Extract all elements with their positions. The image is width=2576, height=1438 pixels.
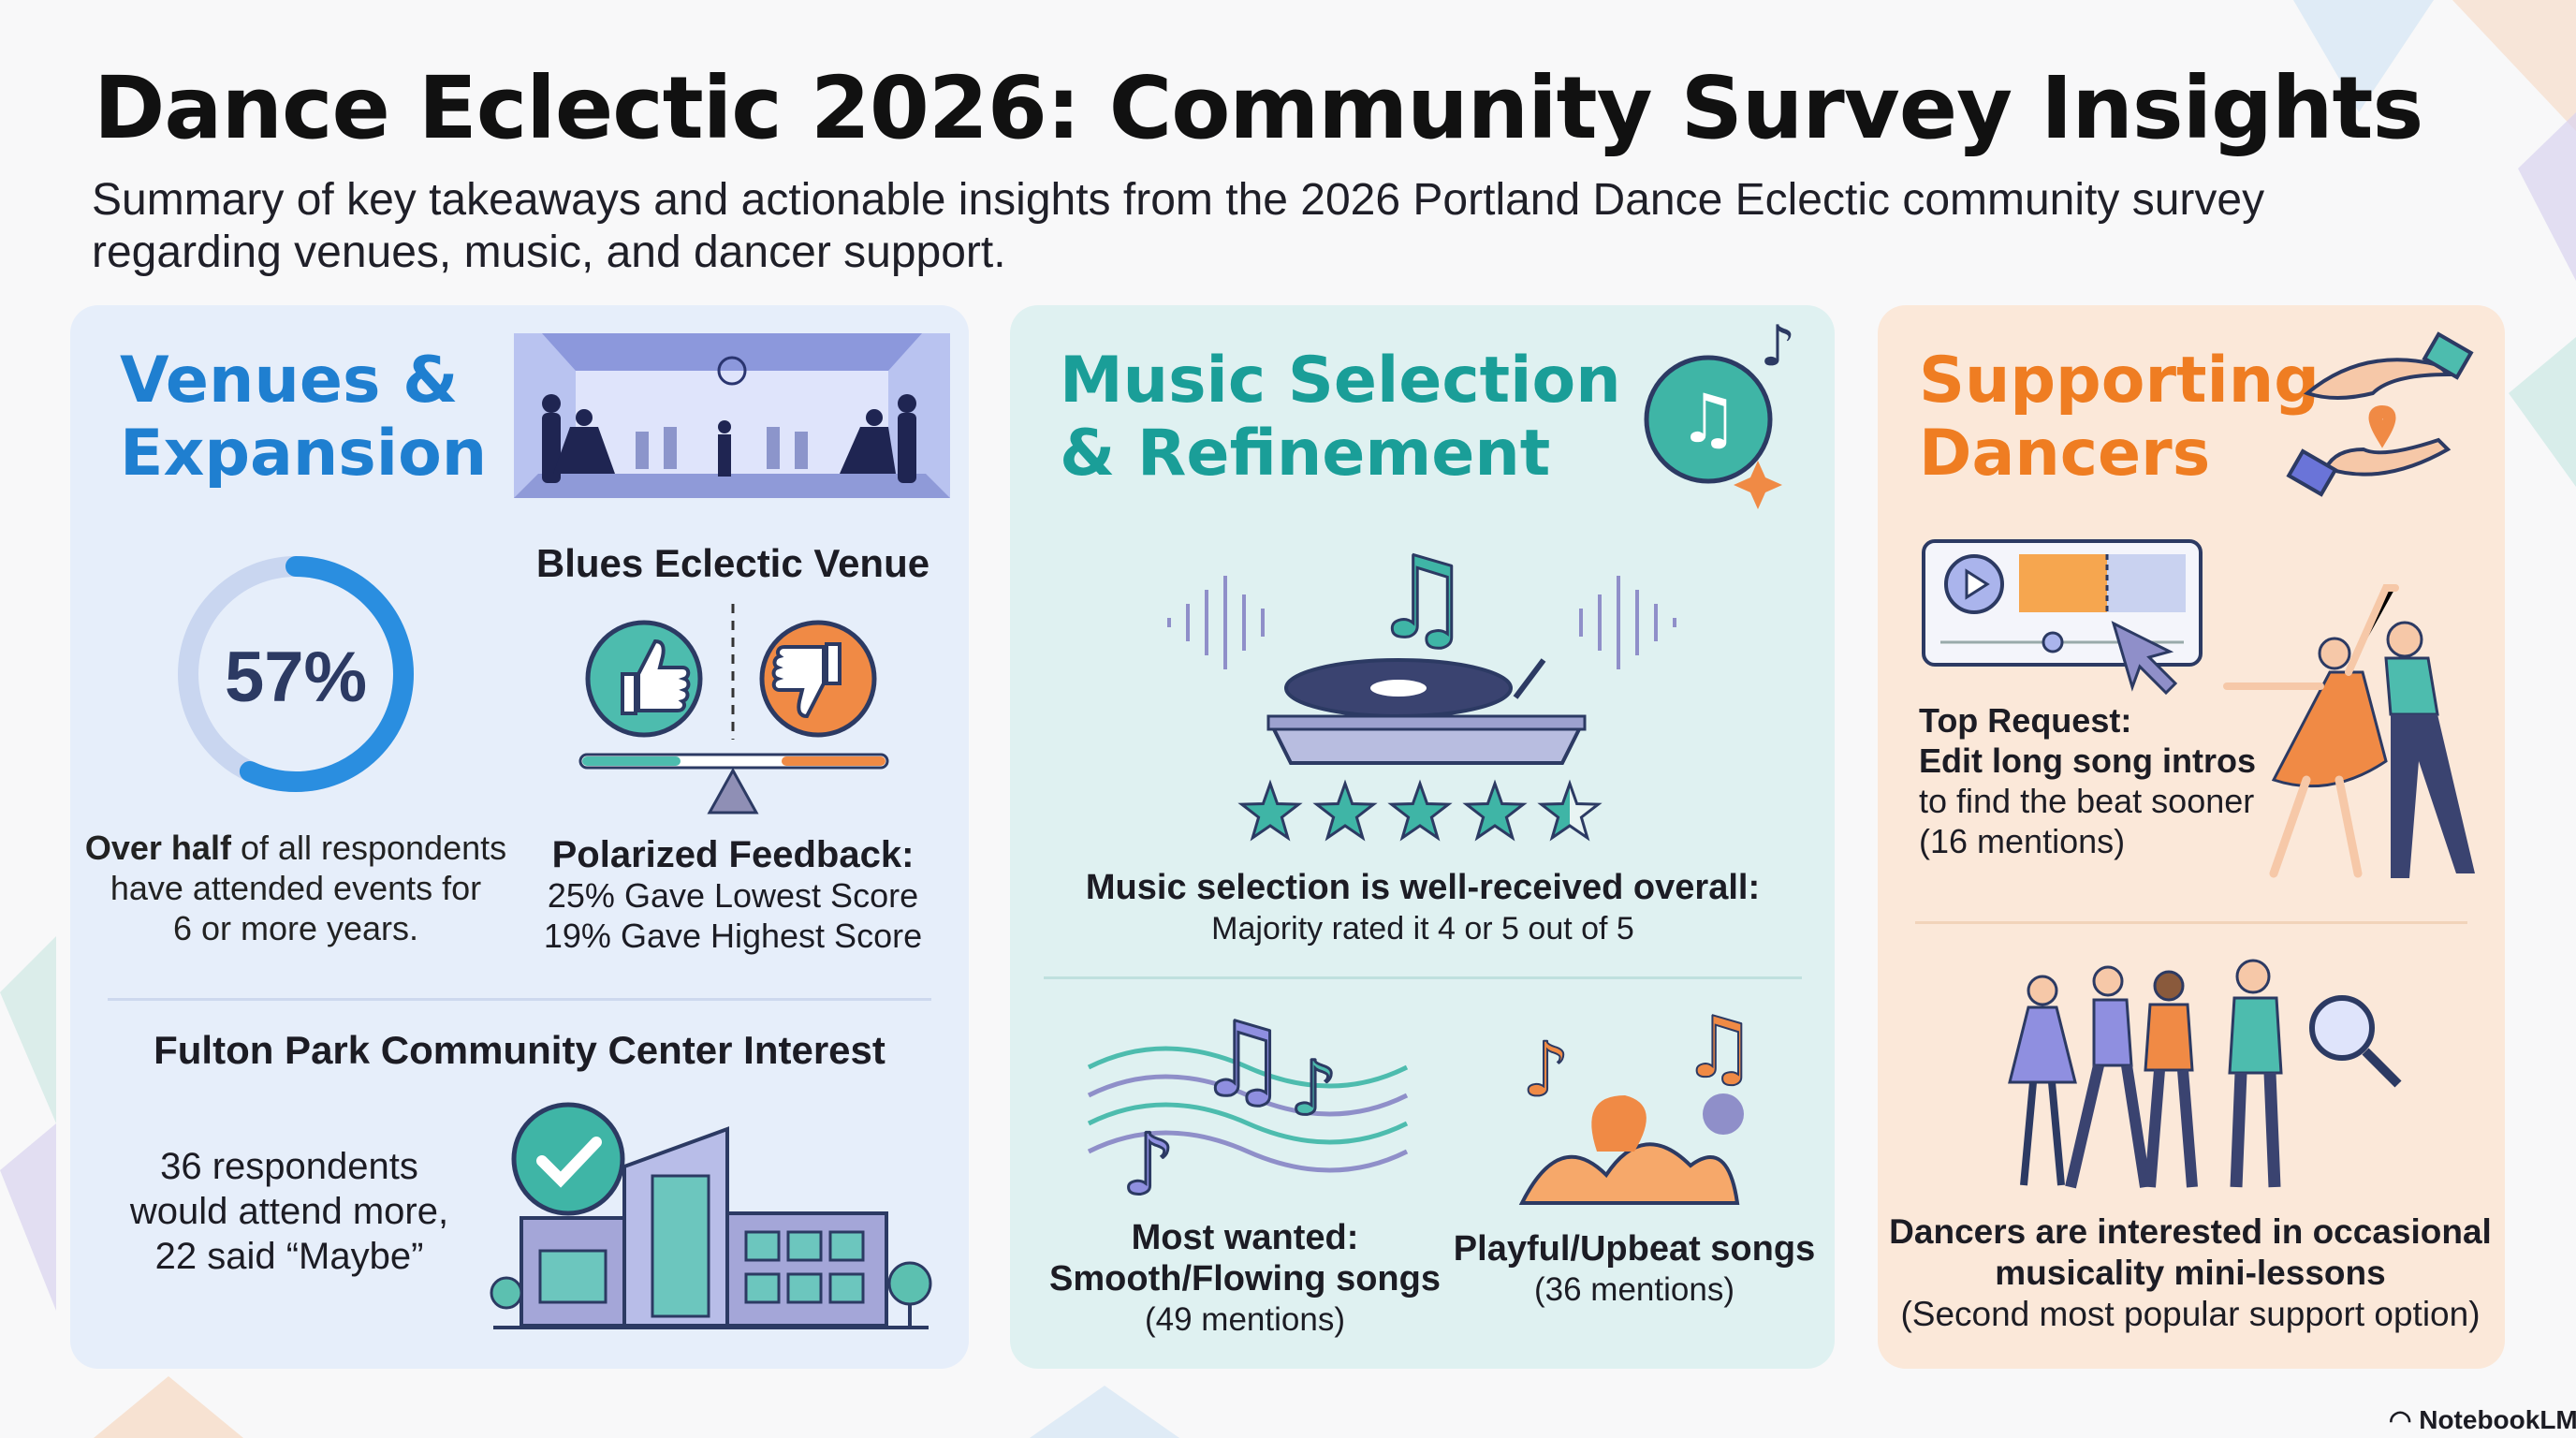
venues-title-line1: Venues & — [120, 344, 459, 418]
svg-text:♪: ♪ — [1522, 1026, 1570, 1113]
playful-songs-stat: Playful/Upbeat songs (36 mentions) — [1454, 1228, 1815, 1311]
top-request: Top Request: Edit long song intros to fi… — [1919, 700, 2256, 861]
polarized-feedback: Polarized Feedback: 25% Gave Lowest Scor… — [544, 835, 922, 956]
tenure-percent: 57% — [224, 638, 368, 717]
smooth-line3: (49 mentions) — [1145, 1301, 1345, 1338]
top-request-line4: (16 mentions) — [1919, 822, 2126, 860]
music-title: Music Selection & Refinement — [1060, 345, 1621, 491]
tenure-line3: 6 or more years. — [172, 909, 419, 947]
smooth-songs-stat: Most wanted: Smooth/Flowing songs (49 me… — [1049, 1217, 1441, 1341]
top-request-line3: to find the beat sooner — [1919, 782, 2255, 820]
star-icon — [1312, 779, 1378, 842]
tenure-line2: have attended events for — [110, 869, 482, 907]
rating-stars — [1237, 779, 1603, 842]
lowest-score-stat: 25% Gave Lowest Score — [547, 876, 919, 915]
cursor-icon — [2111, 621, 2178, 696]
support-title: Supporting Dancers — [1919, 345, 2320, 491]
venues-title: Venues & Expansion — [120, 345, 487, 491]
fulton-line1: 36 respondents — [160, 1146, 418, 1187]
donut-progress-arc — [178, 556, 414, 792]
blues-venue-heading: Blues Eclectic Venue — [535, 541, 930, 585]
tenure-bold: Over half — [84, 829, 231, 867]
fulton-line2: would attend more, — [129, 1191, 449, 1232]
tenure-donut-chart — [178, 556, 414, 792]
turntable-icon: ♫ — [1167, 533, 1676, 765]
caring-hands-heart-icon — [2286, 331, 2474, 497]
lessons-line3: (Second most popular support option) — [1900, 1295, 2481, 1333]
lessons-line1: Dancers are interested in occasional — [1889, 1212, 2492, 1251]
notebooklm-icon: ◠ — [2389, 1405, 2420, 1434]
video-player-icon — [1922, 539, 2203, 696]
music-title-line1: Music Selection — [1060, 344, 1621, 418]
balance-scale-icon — [578, 604, 889, 814]
playful-line1: Playful/Upbeat songs — [1453, 1229, 1816, 1269]
top-request-label: Top Request: — [1919, 701, 2132, 740]
playful-line2: (36 mentions) — [1534, 1271, 1734, 1308]
page-subtitle: Summary of key takeaways and actionable … — [92, 175, 2265, 277]
check-icon — [511, 1102, 625, 1216]
dance-class-group-illustration — [2008, 959, 2402, 1189]
playful-music-icon: ♪ ♫ — [1518, 998, 1758, 1205]
svg-text:♪: ♪ — [1121, 1116, 1175, 1214]
tenure-line1: of all respondents — [230, 829, 507, 867]
highest-score-stat: 19% Gave Highest Score — [543, 917, 923, 955]
svg-text:♪: ♪ — [1290, 1045, 1338, 1132]
star-icon — [1387, 779, 1453, 842]
divider — [1915, 921, 2467, 924]
fulton-stats: 36 respondents would attend more, 22 sai… — [130, 1144, 448, 1279]
venues-title-line2: Expansion — [120, 417, 488, 491]
svg-text:♪: ♪ — [1760, 314, 1795, 379]
svg-text:♫: ♫ — [1196, 1000, 1289, 1120]
support-title-line1: Supporting — [1919, 344, 2320, 418]
star-icon — [1237, 779, 1303, 842]
support-title-line2: Dancers — [1919, 417, 2211, 491]
svg-text:♫: ♫ — [1371, 534, 1472, 664]
page-title: Dance Eclectic 2026: Community Survey In… — [94, 58, 2423, 158]
top-request-line2: Edit long song intros — [1919, 741, 2256, 780]
rating-sub: Majority rated it 4 or 5 out of 5 — [1211, 911, 1634, 946]
building-icon — [490, 1102, 932, 1329]
fulton-heading: Fulton Park Community Center Interest — [154, 1028, 886, 1072]
magnifier-icon — [2309, 995, 2375, 1061]
thumbs-up-icon — [585, 620, 703, 738]
smooth-line2: Smooth/Flowing songs — [1049, 1259, 1441, 1299]
fulton-line3: 22 said “Maybe” — [154, 1236, 424, 1277]
flowing-music-icon: ♫ ♪ ♪ — [1087, 999, 1409, 1216]
brand-label: NotebookLM — [2419, 1405, 2576, 1434]
smooth-line1: Most wanted: — [1131, 1218, 1359, 1257]
divider — [1044, 976, 1802, 979]
lessons-line2: musicality mini-lessons — [1995, 1254, 2386, 1292]
svg-text:♫: ♫ — [1681, 999, 1757, 1097]
star-icon — [1537, 779, 1603, 842]
svg-text:♫: ♫ — [1678, 379, 1739, 458]
thumbs-down-icon — [759, 620, 877, 738]
rating-text: Music selection is well-received overall… — [1086, 866, 1760, 948]
music-title-line2: & Refinement — [1060, 417, 1551, 491]
dancing-couple-illustration — [2223, 584, 2475, 878]
divider — [108, 998, 931, 1001]
tenure-description: Over half of all respondents have attend… — [85, 828, 506, 948]
dance-hall-illustration — [514, 333, 950, 498]
notebooklm-logo: ◠ NotebookLM — [2389, 1404, 2576, 1435]
rating-heading: Music selection is well-received overall… — [1085, 868, 1761, 907]
star-icon — [1462, 779, 1528, 842]
feedback-heading: Polarized Feedback: — [551, 834, 915, 875]
mini-lessons-stat: Dancers are interested in occasional mus… — [1889, 1211, 2492, 1335]
music-note-badge-icon: ♫ ♪ — [1644, 314, 1795, 509]
